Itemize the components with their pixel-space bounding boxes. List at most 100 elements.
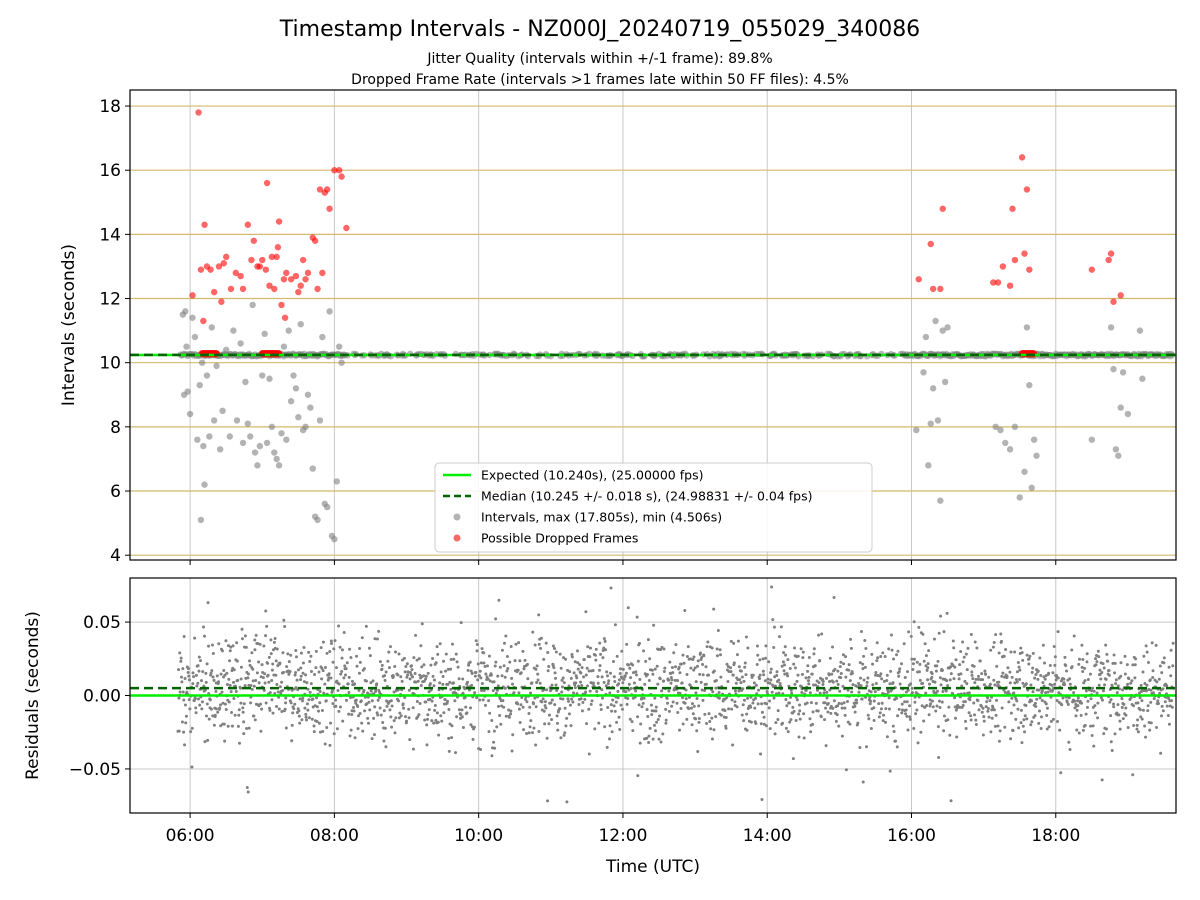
residual-point (475, 649, 479, 653)
interval-point (1112, 446, 1120, 453)
residual-point (1105, 652, 1109, 656)
residual-point (411, 675, 415, 679)
residual-point (1104, 677, 1108, 681)
interval-point (196, 381, 203, 389)
residual-point (239, 701, 243, 705)
residual-point (254, 678, 258, 682)
residual-point (678, 728, 682, 732)
interval-point (302, 423, 309, 431)
residual-point (759, 752, 763, 756)
residual-point (459, 621, 463, 625)
residual-point (1030, 670, 1034, 674)
residual-point (564, 657, 568, 661)
residual-point (1126, 682, 1130, 686)
residual-point (519, 703, 523, 707)
residual-point (1041, 643, 1045, 647)
residual-point (645, 736, 649, 740)
residual-point (707, 673, 711, 677)
residual-point (214, 690, 218, 694)
residual-point (579, 680, 583, 684)
residual-point (780, 664, 784, 668)
residual-point (215, 674, 219, 678)
residual-point (606, 674, 610, 678)
y-tick-label: 14 (99, 225, 121, 245)
residual-point (232, 668, 236, 672)
residual-point (201, 670, 205, 674)
residual-point (1124, 706, 1128, 710)
residual-point (834, 719, 838, 723)
residual-point (483, 665, 487, 669)
residual-point (251, 679, 255, 683)
residual-point (1050, 683, 1054, 687)
residual-point (719, 713, 723, 717)
interval-point (186, 410, 194, 418)
residual-point (962, 655, 966, 659)
residual-point (443, 698, 447, 702)
residual-point (615, 720, 619, 724)
residual-point (234, 690, 238, 694)
residual-point (712, 728, 716, 732)
residual-point (237, 713, 241, 717)
residual-point (936, 725, 940, 729)
residual-point (416, 679, 420, 683)
residual-point (894, 739, 898, 743)
residual-point (758, 673, 762, 677)
residual-point (904, 708, 908, 712)
residual-point (695, 696, 699, 700)
interval-point (1023, 324, 1031, 331)
interval-point (309, 465, 316, 472)
residual-point (307, 698, 311, 702)
residual-point (253, 648, 257, 652)
residual-point (427, 708, 431, 712)
residual-point (1066, 703, 1070, 707)
residual-point (682, 661, 686, 665)
interval-point (239, 439, 247, 447)
residual-point (194, 711, 198, 715)
residual-point (1008, 681, 1012, 685)
y-tick-label: 8 (110, 418, 121, 438)
residual-point (312, 730, 316, 734)
residual-point (915, 660, 919, 664)
residual-point (949, 665, 953, 669)
dropped-frame-point (316, 186, 324, 193)
residual-point (218, 703, 222, 707)
residual-point (1011, 729, 1015, 733)
residual-point (1003, 675, 1007, 679)
residual-point (953, 696, 957, 700)
residual-point (216, 680, 220, 684)
residual-point (216, 710, 220, 714)
residual-point (797, 712, 801, 716)
residual-point (1095, 660, 1099, 664)
residual-point (182, 730, 186, 734)
residual-point (418, 673, 422, 677)
residual-point (200, 700, 204, 704)
residual-point (878, 674, 882, 678)
residual-point (1016, 660, 1020, 664)
dropped-frame-point (1117, 292, 1124, 299)
residual-point (341, 719, 345, 723)
residual-point (596, 675, 600, 679)
interval-point (997, 426, 1004, 434)
interval-point (338, 359, 345, 366)
residual-point (1059, 771, 1063, 775)
residual-point (1075, 708, 1079, 712)
residual-point (859, 630, 863, 634)
residual-point (522, 728, 526, 732)
residual-point (996, 724, 1000, 728)
residual-point (423, 718, 427, 722)
interval-point (307, 404, 314, 411)
residual-point (361, 729, 365, 733)
residual-point (223, 673, 227, 677)
residual-point (1067, 740, 1071, 744)
residual-point (420, 665, 424, 669)
residual-point (318, 730, 322, 734)
residual-point (1067, 696, 1071, 700)
residual-point (230, 724, 234, 728)
interval-point (336, 343, 343, 350)
interval-point (259, 372, 266, 379)
residual-point (778, 682, 782, 686)
residual-point (994, 633, 998, 637)
residual-point (371, 679, 375, 683)
residual-point (782, 663, 786, 667)
residual-point (831, 645, 835, 649)
